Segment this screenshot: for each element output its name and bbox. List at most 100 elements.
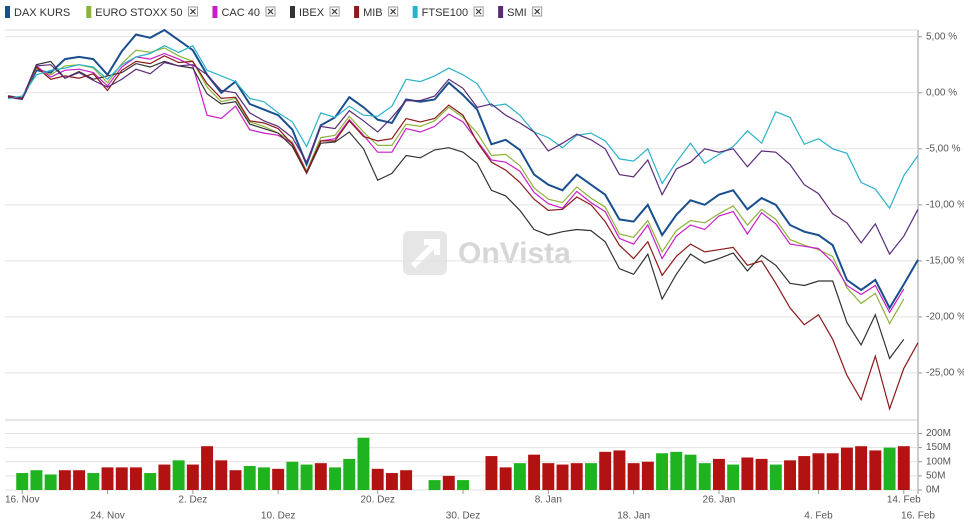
volume-bar <box>798 456 811 490</box>
volume-bar <box>243 465 256 490</box>
legend-swatch <box>290 6 295 18</box>
volume-bar <box>883 447 896 490</box>
legend-label: IBEX <box>299 7 325 19</box>
volume-bar <box>314 463 327 490</box>
legend-close-button[interactable] <box>329 6 340 17</box>
legend-swatch <box>212 6 218 18</box>
legend-item[interactable]: EURO STOXX 50 <box>86 6 198 19</box>
close-icon <box>475 8 482 15</box>
y-tick-label: 150M <box>926 442 951 453</box>
y-tick-label: -15,00 % <box>926 256 964 267</box>
legend-label: CAC 40 <box>221 7 260 19</box>
legend-swatch <box>354 6 360 18</box>
volume-bar <box>101 467 114 490</box>
close-icon <box>190 8 196 15</box>
volume-bar <box>755 458 768 490</box>
close-icon <box>390 8 397 15</box>
volume-bar <box>442 475 455 490</box>
watermark: OnVista <box>458 237 571 270</box>
legend-close-button[interactable] <box>532 6 543 17</box>
legend-swatch <box>498 6 504 18</box>
volume-bar <box>812 453 825 490</box>
legend-close-button[interactable] <box>187 6 198 17</box>
volume-bar <box>684 454 697 490</box>
y-tick-label: 5,00 % <box>926 31 957 42</box>
volume-bar <box>400 470 413 490</box>
legend-label: EURO STOXX 50 <box>95 7 182 19</box>
close-icon <box>534 8 541 15</box>
volume-bar <box>272 468 285 490</box>
volume-bar <box>584 463 597 490</box>
series-line <box>7 55 919 411</box>
volume-bar <box>599 451 612 490</box>
legend-label: FTSE100 <box>422 7 468 19</box>
volume-bar <box>656 453 669 490</box>
volume-bar <box>73 470 86 490</box>
series-line <box>7 52 905 314</box>
volume-bar <box>257 467 270 490</box>
x-tick-label: 16. Nov <box>5 495 39 506</box>
volume-bar <box>570 463 583 490</box>
y-tick-label: -5,00 % <box>926 143 961 154</box>
volume-bar <box>513 463 526 490</box>
volume-bar <box>499 467 512 490</box>
volume-bar <box>215 460 228 490</box>
legend-item[interactable]: SMI <box>498 6 543 19</box>
legend-close-button[interactable] <box>388 6 399 17</box>
volume-bar <box>300 464 313 490</box>
y-tick-label: 100M <box>926 456 951 467</box>
volume-bar <box>44 474 57 490</box>
volume-bar <box>840 447 853 490</box>
volume-bar <box>144 473 157 490</box>
legend-item[interactable]: CAC 40 <box>212 6 276 19</box>
volume-bar <box>698 463 711 490</box>
watermark-logo <box>403 231 447 275</box>
legend-label: SMI <box>507 7 527 19</box>
volume-bar <box>784 460 797 490</box>
x-tick-label: 18. Jan <box>617 511 650 522</box>
x-tick-label: 20. Dez <box>360 495 394 506</box>
legend-item[interactable]: IBEX <box>290 6 340 19</box>
legend-item[interactable]: DAX KURS <box>5 6 70 19</box>
legend-item[interactable]: MIB <box>354 6 399 19</box>
volume-bar <box>712 458 725 490</box>
y-tick-label: 200M <box>926 428 951 439</box>
legend-close-button[interactable] <box>473 6 484 17</box>
x-tick-label: 10. Dez <box>261 511 295 522</box>
volume-bar <box>627 463 640 490</box>
x-tick-label: 8. Jan <box>535 495 562 506</box>
volume-bar <box>826 453 839 490</box>
legend-swatch <box>86 6 92 18</box>
volume-bar <box>897 446 910 490</box>
volume-bar <box>343 458 356 490</box>
legend-label: DAX KURS <box>14 7 70 19</box>
volume-bar <box>201 446 214 490</box>
y-tick-label: 50M <box>926 471 945 482</box>
volume-bar <box>428 480 441 490</box>
volume-bar <box>855 446 868 490</box>
x-tick-label: 2. Dez <box>178 495 207 506</box>
volume-bar <box>357 437 370 490</box>
y-tick-label: -20,00 % <box>926 312 964 323</box>
legend-item[interactable]: FTSE100 <box>412 6 484 19</box>
close-icon <box>331 8 338 15</box>
x-tick-label: 4. Feb <box>804 511 833 522</box>
x-tick-label: 14. Feb <box>887 495 921 506</box>
volume-bar <box>329 467 342 490</box>
y-tick-label: -25,00 % <box>926 368 964 379</box>
x-tick-label: 26. Jan <box>703 495 736 506</box>
volume-bar <box>641 461 654 490</box>
legend-close-button[interactable] <box>265 6 276 17</box>
volume-bar <box>87 473 100 490</box>
volume-bar <box>115 467 128 490</box>
close-icon <box>267 8 274 15</box>
volume-bar <box>16 473 29 490</box>
volume-bar <box>869 450 882 490</box>
x-tick-label: 16. Feb <box>901 511 935 522</box>
series-line <box>7 61 919 256</box>
volume-bar <box>741 457 754 490</box>
series-line <box>7 28 919 310</box>
x-tick-label: 24. Nov <box>90 511 124 522</box>
y-tick-label: -10,00 % <box>926 199 964 210</box>
